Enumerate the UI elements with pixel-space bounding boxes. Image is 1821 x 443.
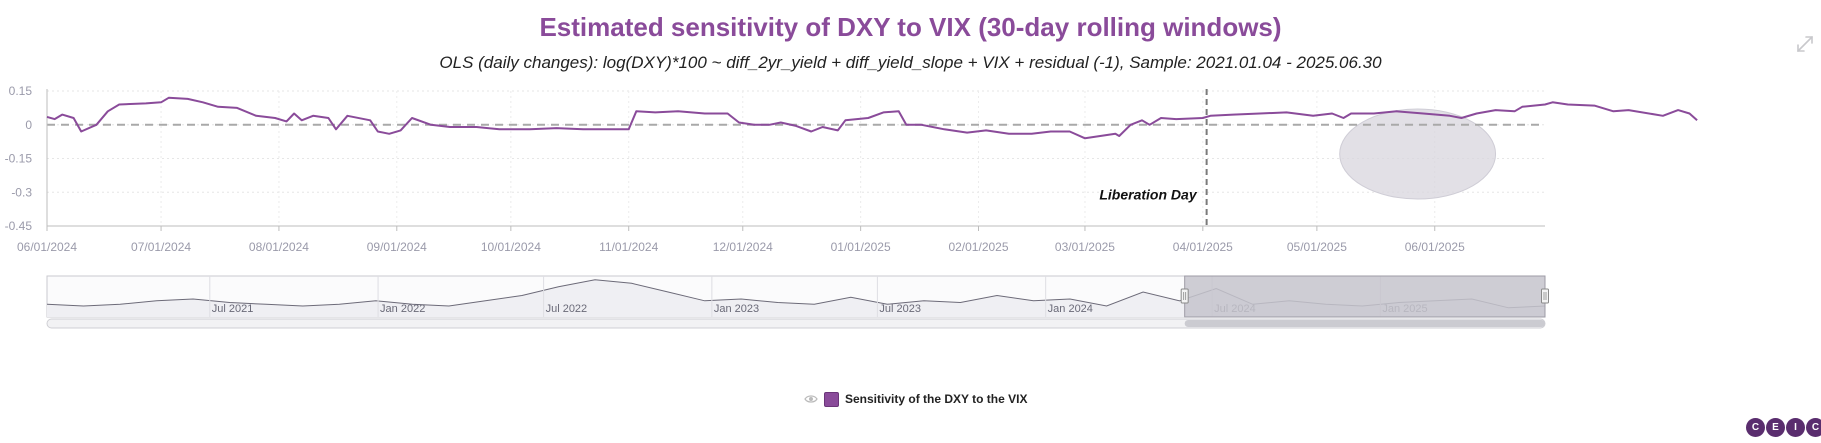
y-tick-label: 0.15 xyxy=(9,84,33,98)
navigator-tick-label: Jan 2022 xyxy=(380,303,425,315)
highlight-ellipse xyxy=(1339,108,1497,200)
legend-label: Sensitivity of the DXY to the VIX xyxy=(845,392,1028,406)
legend-item[interactable]: Sensitivity of the DXY to the VIX xyxy=(804,391,1027,407)
x-tick-label: 09/01/2024 xyxy=(367,240,427,254)
navigator-handle[interactable] xyxy=(1180,288,1189,304)
eye-icon[interactable] xyxy=(804,392,818,406)
y-tick-label: -0.45 xyxy=(5,219,33,233)
x-tick-label: 02/01/2025 xyxy=(948,240,1008,254)
navigator-selection xyxy=(1184,275,1546,318)
logo-letter: I xyxy=(1786,418,1805,437)
x-tick-label: 05/01/2025 xyxy=(1287,240,1347,254)
legend-swatch xyxy=(824,391,839,407)
x-tick-label: 04/01/2025 xyxy=(1173,240,1233,254)
navigator-tick-label: Jan 2023 xyxy=(714,303,759,315)
x-tick-label: 07/01/2024 xyxy=(131,240,191,254)
chart-plot: 0.15 0 -0.15 -0.3 -0.45 06/01/2024 07/01/2024… xyxy=(5,84,1698,329)
annotation-ellipse xyxy=(1339,108,1497,200)
x-tick-label: 10/01/2024 xyxy=(481,240,541,254)
axes xyxy=(46,89,1545,227)
x-tick-label: 11/01/2024 xyxy=(599,240,658,254)
y-tick-label: -0.3 xyxy=(11,185,32,199)
logo-letter: E xyxy=(1766,418,1785,437)
series-line xyxy=(46,96,1698,140)
navigator-tick-label: Jul 2021 xyxy=(212,303,254,315)
navigator-area xyxy=(47,279,1545,317)
series-path xyxy=(46,96,1698,140)
x-tick-label: 12/01/2024 xyxy=(713,240,773,254)
grid-lines xyxy=(46,90,1545,227)
y-tick-label: -0.15 xyxy=(5,152,33,166)
annotation-label: Liberation Day xyxy=(1099,186,1197,202)
x-tick-label: 06/01/2024 xyxy=(17,240,77,254)
y-tick-label: 0 xyxy=(25,118,32,132)
expand-icon[interactable] xyxy=(1795,34,1815,54)
navigator-tick-label: Jul 2022 xyxy=(546,303,588,315)
liberation-day-line: Liberation Day xyxy=(1099,89,1208,226)
logo-letter: C xyxy=(1746,418,1765,437)
y-axis-ticks: 0.15 0 -0.15 -0.3 -0.45 xyxy=(5,84,33,233)
ceic-logo: C E I C xyxy=(1746,418,1821,438)
x-tick-label: 08/01/2024 xyxy=(249,240,309,254)
scrollbar-thumb[interactable] xyxy=(1184,320,1545,327)
navigator-handle[interactable] xyxy=(1541,288,1549,304)
navigator-tick-label: Jan 2024 xyxy=(1048,303,1093,315)
chart-title: Estimated sensitivity of DXY to VIX (30-… xyxy=(539,12,1282,42)
x-axis-ticks: 06/01/2024 07/01/2024 08/01/2024 09/01/2024… xyxy=(17,226,1465,254)
logo-letter: C xyxy=(1806,418,1821,437)
navigator[interactable]: Jul 2021 Jan 2022 Jul 2022 Jan 2023 Jul 2023… xyxy=(46,275,1549,329)
navigator-tick-label: Jul 2023 xyxy=(879,303,921,315)
x-tick-label: 03/01/2025 xyxy=(1055,240,1115,254)
chart-subtitle: OLS (daily changes): log(DXY)*100 ~ diff… xyxy=(439,53,1382,72)
x-tick-label: 01/01/2025 xyxy=(831,240,891,254)
x-tick-label: 06/01/2025 xyxy=(1405,240,1465,254)
